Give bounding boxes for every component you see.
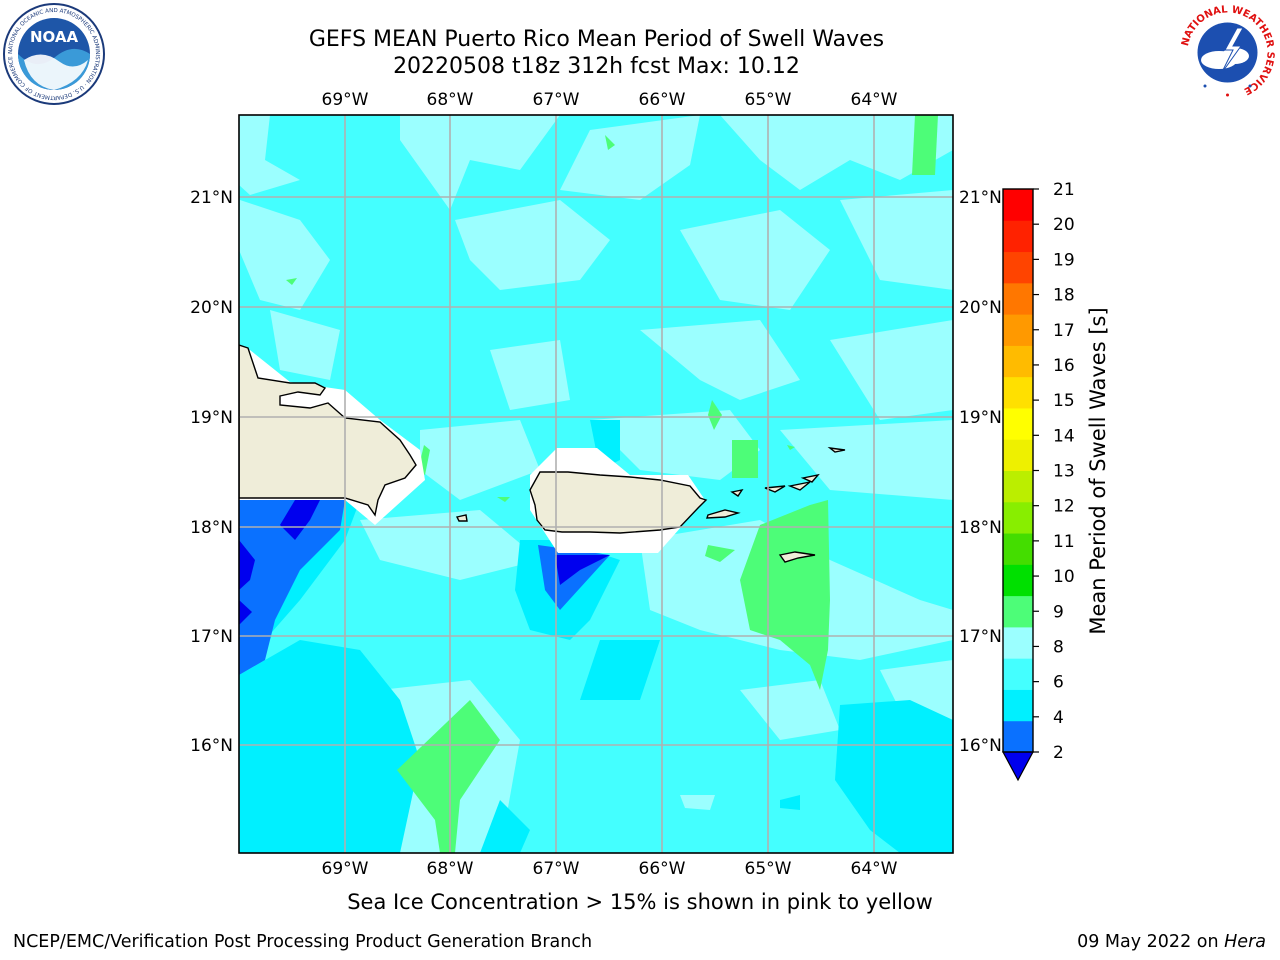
bottom-lon-label: 65°W: [745, 859, 792, 879]
bottom-lon-label: 66°W: [639, 859, 686, 879]
colorbar-band: [1003, 189, 1033, 221]
swell-band-9-10: [286, 115, 938, 853]
bottom-lon-label: 68°W: [427, 859, 474, 879]
swell-band-under-2: [239, 500, 610, 625]
map-title-line-2: 20220508 t18z 312h fcst Max: 10.12: [393, 54, 800, 79]
left-lat-label: 17°N: [190, 627, 233, 647]
colorbar-band: [1003, 626, 1033, 659]
colorbar-tick-label: 4: [1053, 708, 1064, 728]
colorbar-tick-label: 17: [1053, 321, 1075, 341]
colorbar-tick-label: 6: [1053, 673, 1064, 693]
map-frame: [238, 114, 954, 854]
st-croix-island: [778, 551, 816, 563]
top-lon-label: 64°W: [851, 90, 898, 110]
right-lat-label: 21°N: [959, 188, 1002, 208]
colorbar-tick-label: 20: [1053, 215, 1075, 235]
colorbar-tick-label: 13: [1053, 462, 1075, 482]
colorbar-tick-label: 19: [1053, 250, 1075, 270]
footer-machine: Hera: [1224, 932, 1266, 952]
colorbar-tick-label: 12: [1053, 497, 1075, 517]
colorbar-label: Mean Period of Swell Waves [s]: [1086, 307, 1110, 634]
anegada-island: [827, 446, 846, 453]
nws-logo: NATIONAL WEATHER SERVICE: [1178, 3, 1277, 102]
colorbar-band: [1003, 282, 1033, 315]
colorbar-band: [1003, 595, 1033, 628]
colorbar-tick-label: 2: [1053, 743, 1064, 763]
colorbar-band: [1003, 689, 1033, 722]
bottom-lon-label: 69°W: [322, 859, 369, 879]
colorbar-band: [1003, 658, 1033, 690]
footer-date-text: 09 May 2022 on: [1077, 932, 1225, 952]
right-lat-label: 20°N: [959, 298, 1002, 318]
colorbar-tick-label: 15: [1053, 391, 1075, 411]
colorbar-tick-label: 8: [1053, 637, 1064, 657]
colorbar-tick-label: 10: [1053, 567, 1075, 587]
vieques-island: [706, 509, 741, 519]
colorbar-extension-arrow: [1001, 751, 1035, 782]
top-lon-label: 68°W: [427, 90, 474, 110]
sea-ice-note: Sea Ice Concentration > 15% is shown in …: [0, 890, 1280, 914]
footer-date: 09 May 2022 on Hera: [1077, 932, 1266, 952]
colorbar-tick-label: 11: [1053, 532, 1075, 552]
colorbar-band: [1003, 345, 1033, 378]
bottom-longitude-labels: 69°W 68°W 67°W 66°W 65°W 64°W: [322, 859, 898, 879]
colorbar-tick-label: 18: [1053, 286, 1075, 306]
colorbar: 21 20 19 18 17 16 15 14 13 12 11 10 9 8 6 4 2: [1001, 180, 1075, 782]
colorbar-band: [1003, 533, 1033, 565]
left-lat-label: 18°N: [190, 518, 233, 538]
colorbar-tick-label: 9: [1053, 602, 1064, 622]
mona-island: [455, 514, 468, 522]
colorbar-band: [1003, 501, 1033, 534]
colorbar-tick-label: 16: [1053, 356, 1075, 376]
footer-branch-credit: NCEP/EMC/Verification Post Processing Pr…: [13, 932, 593, 952]
top-lon-label: 66°W: [639, 90, 686, 110]
colorbar-band: [1003, 439, 1033, 471]
graticule: [239, 115, 953, 853]
noaa-logo: NATIONAL OCEANIC AND ATMOSPHERIC ADMINIS…: [3, 3, 105, 105]
colorbar-tick-label: 21: [1053, 180, 1075, 200]
right-lat-label: 18°N: [959, 518, 1002, 538]
bottom-lon-label: 64°W: [851, 859, 898, 879]
right-lat-label: 17°N: [959, 627, 1002, 647]
top-lon-label: 69°W: [322, 90, 369, 110]
colorbar-band: [1003, 251, 1033, 284]
map-plot-area: [239, 115, 953, 853]
virgin-islands-2: [787, 481, 811, 491]
top-lon-label: 65°W: [745, 90, 792, 110]
top-longitude-labels: 69°W 68°W 67°W 66°W 65°W 64°W: [322, 90, 898, 110]
virgin-islands-4: [800, 473, 820, 483]
noaa-logo-text: NOAA: [30, 28, 79, 46]
left-lat-label: 21°N: [190, 188, 233, 208]
top-lon-label: 67°W: [533, 90, 580, 110]
bottom-lon-label: 67°W: [533, 859, 580, 879]
sea-ice-note-text: Sea Ice Concentration > 15% is shown in …: [347, 890, 933, 914]
left-latitude-labels: 21°N 20°N 19°N 18°N 17°N 16°N: [190, 188, 233, 756]
colorbar-band: [1003, 376, 1033, 409]
left-lat-label: 19°N: [190, 408, 233, 428]
left-lat-label: 16°N: [190, 736, 233, 756]
virgin-islands-1: [764, 485, 786, 493]
colorbar-tick-label: 14: [1053, 426, 1075, 446]
colorbar-band: [1003, 564, 1033, 597]
colorbar-band: [1003, 720, 1033, 753]
right-lat-label: 19°N: [959, 408, 1002, 428]
left-lat-label: 20°N: [190, 298, 233, 318]
colorbar-band: [1003, 470, 1033, 503]
virgin-islands-3: [730, 488, 744, 497]
right-latitude-labels: 21°N 20°N 19°N 18°N 17°N 16°N: [959, 188, 1002, 756]
colorbar-band: [1003, 220, 1033, 253]
colorbar-band: [1003, 407, 1033, 440]
colorbar-band: [1003, 314, 1033, 346]
right-lat-label: 16°N: [959, 736, 1002, 756]
map-title-line-1: GEFS MEAN Puerto Rico Mean Period of Swe…: [308, 27, 885, 52]
